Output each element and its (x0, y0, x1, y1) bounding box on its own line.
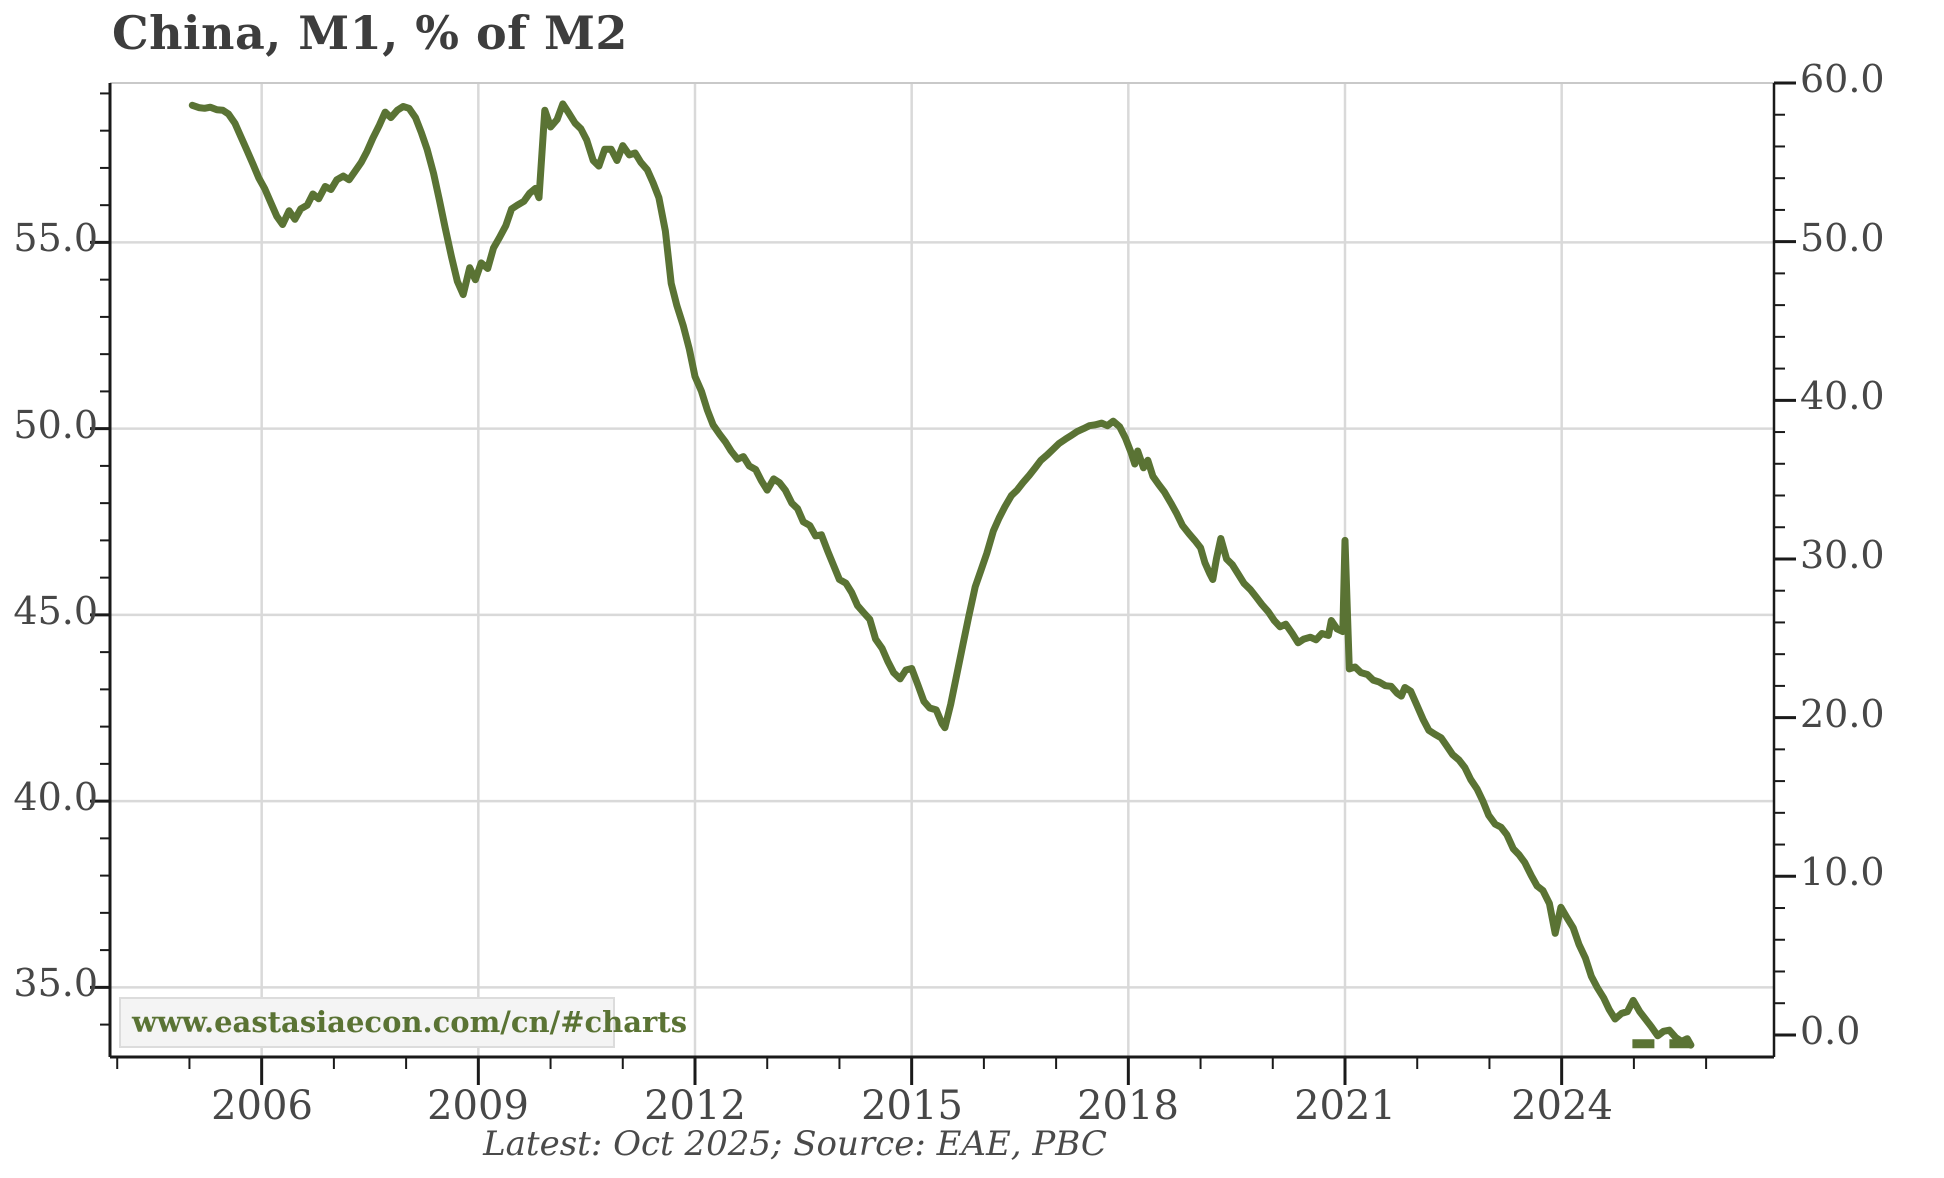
chart-title: China, M1, % of M2 (112, 6, 628, 60)
x-tick-label-2024: 2024 (1511, 1083, 1613, 1129)
left-tick-label-40: 40.0 (13, 775, 98, 819)
x-tick-label-2018: 2018 (1077, 1083, 1179, 1129)
right-tick-label-0: 0.0 (1800, 1009, 1861, 1053)
right-tick-label-60: 60.0 (1800, 57, 1885, 101)
watermark-box (119, 997, 615, 1048)
right-tick-label-10: 10.0 (1800, 850, 1885, 894)
m1-percent-of-m2-line (188, 100, 1695, 1049)
right-tick-label-40: 40.0 (1800, 374, 1885, 418)
right-tick-label-50: 50.0 (1800, 216, 1885, 260)
x-tick-label-2009: 2009 (427, 1083, 529, 1129)
right-tick-label-30: 30.0 (1800, 533, 1885, 577)
x-tick-label-2006: 2006 (211, 1083, 313, 1129)
right-tick-label-20: 20.0 (1800, 692, 1885, 736)
x-tick-label-2021: 2021 (1294, 1083, 1396, 1129)
left-tick-label-35: 35.0 (13, 961, 98, 1005)
left-tick-label-50: 50.0 (13, 403, 98, 447)
source-note: Latest: Oct 2025; Source: EAE, PBC (483, 1124, 1107, 1164)
left-tick-label-45: 45.0 (13, 589, 98, 633)
x-tick-label-2015: 2015 (861, 1083, 963, 1129)
left-tick-label-55: 55.0 (13, 216, 98, 260)
watermark-url: www.eastasiaecon.com/cn/#charts (132, 1005, 688, 1039)
x-tick-label-2012: 2012 (644, 1083, 746, 1129)
